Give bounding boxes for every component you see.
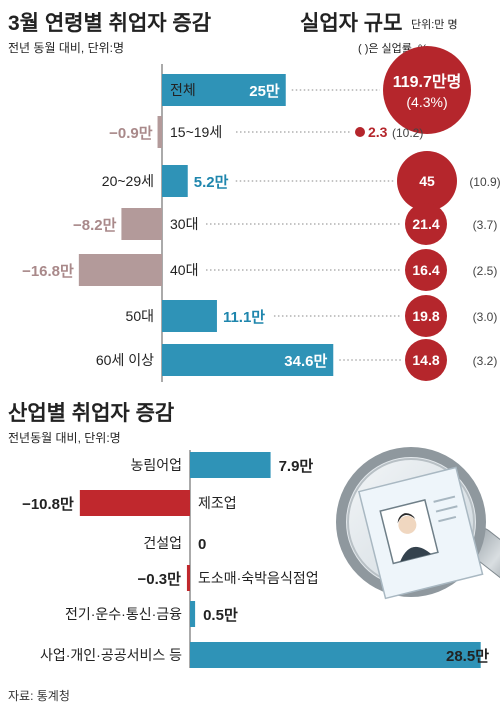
- industry-chart-subtitle: 전년동월 대비, 단위:명: [8, 431, 121, 445]
- unemployed-value-label: 16.4: [412, 262, 439, 278]
- unemployed-circle: [405, 295, 447, 337]
- unemployed-value-label: 119.7만명: [393, 73, 462, 91]
- industry-bar: [190, 452, 271, 478]
- age-bar: [78, 254, 162, 286]
- age-bar: [121, 208, 162, 240]
- industry-value-label: 0: [198, 536, 206, 553]
- age-value-label: −16.8만: [22, 263, 74, 280]
- industry-value-label: −0.3만: [138, 571, 182, 588]
- resume-document: [357, 466, 484, 600]
- age-chart-subtitle: 전년 동월 대비, 단위:명: [8, 41, 124, 55]
- unemployed-circle: [405, 249, 447, 291]
- age-bar: [162, 300, 217, 332]
- industry-category-label: 제조업: [198, 495, 237, 511]
- industry-bar: [190, 601, 196, 627]
- unemployed-value-label: 21.4: [412, 216, 439, 232]
- age-value-label: 11.1만: [223, 309, 265, 326]
- age-bars: 전체 25만 119.7만명 (4.3%) 15~19세 −0.9만 2.3 (10.2) 20…: [22, 46, 500, 381]
- age-category-label: 30대: [170, 216, 198, 232]
- unemployed-value-label: 2.3: [368, 124, 388, 140]
- unemployment-rate-label: (3.2): [473, 354, 498, 368]
- unemployment-rate-label: (10.9): [469, 175, 500, 189]
- industry-category-label: 전기·운수·통신·금융: [65, 606, 182, 622]
- age-bar: [157, 116, 162, 148]
- industry-category-label: 건설업: [143, 535, 182, 551]
- industry-category-label: 농림어업: [130, 457, 182, 473]
- unemployment-rate-label: (2.5): [473, 264, 498, 278]
- age-category-label: 전체: [170, 82, 196, 98]
- industry-value-label: 7.9만: [279, 458, 314, 475]
- unemployed-circle: [397, 151, 457, 211]
- unemployed-circle: [405, 339, 447, 381]
- industry-value-label: −10.8만: [22, 496, 74, 513]
- age-value-label: 25만: [249, 83, 280, 100]
- age-bar: [162, 165, 188, 197]
- unemployment-rate-label: (3.0): [473, 310, 498, 324]
- unemployment-rate-label: (10.2): [392, 126, 423, 140]
- unemployment-rate-label: (3.7): [473, 218, 498, 232]
- age-bar: [162, 74, 286, 106]
- industry-value-label: 0.5만: [203, 607, 238, 624]
- industry-bar: [190, 642, 481, 668]
- age-value-label: 34.6만: [284, 353, 327, 370]
- industry-chart-title: 산업별 취업자 증감: [8, 402, 174, 425]
- age-value-label: −8.2만: [73, 217, 117, 234]
- age-bar: [162, 344, 334, 376]
- unemployed-circle: [405, 203, 447, 245]
- unemployment-rate-label: (4.3%): [406, 94, 447, 110]
- unemployed-circle: [355, 127, 365, 137]
- unemployed-value-label: 19.8: [412, 308, 439, 324]
- age-category-label: 40대: [170, 262, 198, 278]
- unemployed-unit: 단위:만 명: [411, 18, 458, 31]
- age-chart-title: 3월 연령별 취업자 증감: [8, 12, 211, 35]
- industry-category-label: 도소매·숙박음식점업: [198, 570, 319, 586]
- age-value-label: −0.9만: [109, 125, 153, 142]
- industry-bar: [186, 565, 190, 591]
- unemployed-circle: [383, 46, 471, 134]
- unemployed-value-label: 14.8: [412, 352, 439, 368]
- unemployed-value-label: 45: [419, 173, 435, 189]
- magnifier-illustration: [336, 447, 500, 600]
- age-category-label: 15~19세: [170, 124, 222, 140]
- age-value-label: 5.2만: [194, 174, 229, 191]
- age-category-label: 60세 이상: [96, 352, 154, 368]
- industry-bar: [79, 490, 190, 516]
- industry-value-label: 28.5만: [446, 648, 489, 665]
- age-category-label: 50대: [126, 308, 154, 324]
- unemployed-title: 실업자 규모: [300, 12, 402, 35]
- industry-category-label: 사업·개인·공공서비스 등: [40, 647, 182, 663]
- source-label: 자료: 통계청: [8, 689, 70, 703]
- age-category-label: 20~29세: [102, 173, 154, 189]
